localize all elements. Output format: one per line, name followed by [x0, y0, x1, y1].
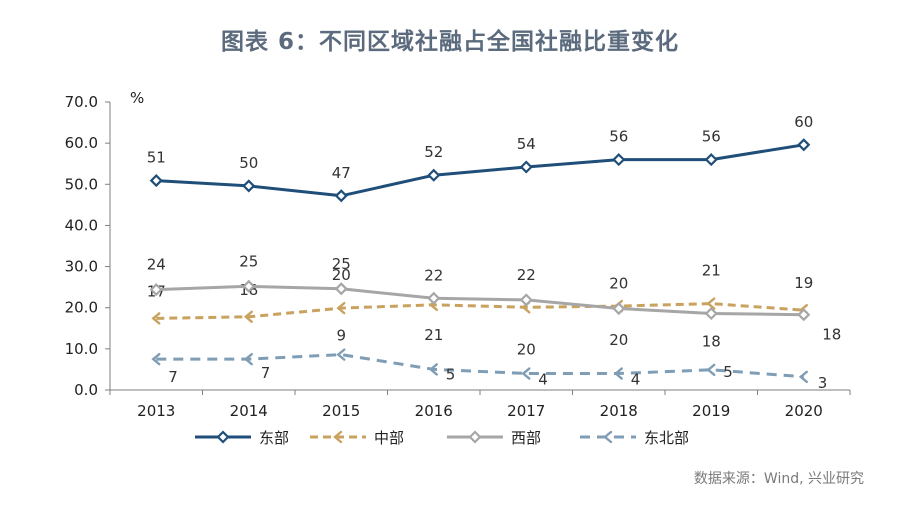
data-label: 47 [332, 164, 351, 182]
x-tick-label: 2020 [785, 402, 823, 420]
x-tick-label: 2014 [230, 402, 268, 420]
data-label: 3 [818, 374, 828, 392]
data-label: 7 [168, 368, 178, 386]
data-point [797, 308, 811, 322]
data-point [797, 138, 811, 152]
data-label: 20 [609, 275, 628, 293]
legend-label: 中部 [374, 429, 404, 447]
data-label: 19 [794, 274, 813, 292]
data-label: 5 [446, 365, 456, 383]
data-label: 52 [424, 143, 443, 161]
data-label: 20 [332, 266, 351, 284]
y-tick-label: 60.0 [65, 134, 98, 152]
data-point [612, 153, 626, 167]
data-point [706, 297, 716, 310]
x-tick-label: 2019 [692, 402, 730, 420]
data-point [242, 179, 256, 193]
data-label: 50 [239, 154, 258, 172]
data-label: 21 [702, 262, 721, 280]
data-point [613, 367, 623, 380]
legend-marker [468, 430, 482, 444]
y-tick-label: 70.0 [65, 93, 98, 111]
y-tick-label: 40.0 [65, 216, 98, 234]
y-tick-label: 20.0 [65, 299, 98, 317]
data-label: 60 [794, 113, 813, 131]
data-point [242, 279, 256, 293]
chart-title: 图表 6：不同区域社融占全国社融比重变化 [220, 29, 679, 55]
data-point [519, 160, 533, 174]
data-point [243, 310, 253, 323]
y-tick-label: 50.0 [65, 175, 98, 193]
data-point [798, 370, 808, 384]
legend-label: 东部 [259, 429, 289, 447]
data-point [149, 283, 163, 297]
data-label: 51 [147, 149, 166, 167]
source-note: 数据来源：Wind, 兴业研究 [693, 471, 864, 487]
legend-label: 东北部 [644, 429, 689, 447]
data-label: 18 [702, 333, 721, 351]
data-label: 22 [424, 266, 443, 284]
data-point [336, 348, 346, 361]
data-point [427, 291, 441, 305]
x-tick-label: 2015 [322, 402, 360, 420]
data-label: 56 [609, 128, 628, 146]
data-label: 4 [631, 371, 641, 389]
data-label: 56 [702, 128, 721, 146]
x-tick-label: 2018 [600, 402, 638, 420]
data-point [519, 293, 533, 307]
data-point [151, 352, 161, 366]
data-point [151, 312, 161, 325]
y-unit-label: % [130, 89, 144, 107]
data-point [336, 301, 346, 315]
series-line-东北部 [156, 353, 804, 379]
data-label: 24 [147, 256, 166, 274]
data-point [334, 189, 348, 203]
data-label: 22 [517, 266, 536, 284]
data-point [334, 282, 348, 296]
data-label: 54 [517, 135, 536, 153]
data-point [427, 168, 441, 182]
data-point [704, 306, 718, 321]
data-label: 25 [239, 252, 258, 270]
data-point [612, 301, 626, 316]
series-line-西部 [156, 284, 804, 317]
legend-marker [603, 430, 613, 444]
series-line-中部 [156, 302, 804, 320]
legend-marker [216, 430, 230, 444]
data-label: 18 [822, 326, 841, 344]
data-label: 20 [609, 331, 628, 349]
y-tick-label: 30.0 [65, 258, 98, 276]
y-tick-label: 10.0 [65, 340, 98, 358]
data-point [428, 363, 438, 376]
data-point [521, 367, 531, 380]
y-tick-label: 0.0 [74, 381, 98, 399]
data-label: 5 [723, 363, 733, 381]
data-label: 7 [261, 364, 271, 382]
data-label: 25 [332, 255, 351, 273]
data-point [704, 153, 718, 167]
data-point [706, 363, 716, 377]
data-label: 21 [424, 326, 443, 344]
data-label: 4 [538, 371, 548, 389]
legend-label: 西部 [511, 429, 541, 447]
x-tick-label: 2013 [137, 402, 175, 420]
data-label: 20 [517, 340, 536, 358]
x-tick-label: 2017 [507, 402, 545, 420]
data-label: 9 [337, 327, 347, 345]
legend-marker [333, 430, 343, 444]
data-point [243, 352, 253, 366]
series-line-东部 [156, 143, 805, 198]
x-tick-label: 2016 [415, 402, 453, 420]
data-point [149, 174, 163, 188]
